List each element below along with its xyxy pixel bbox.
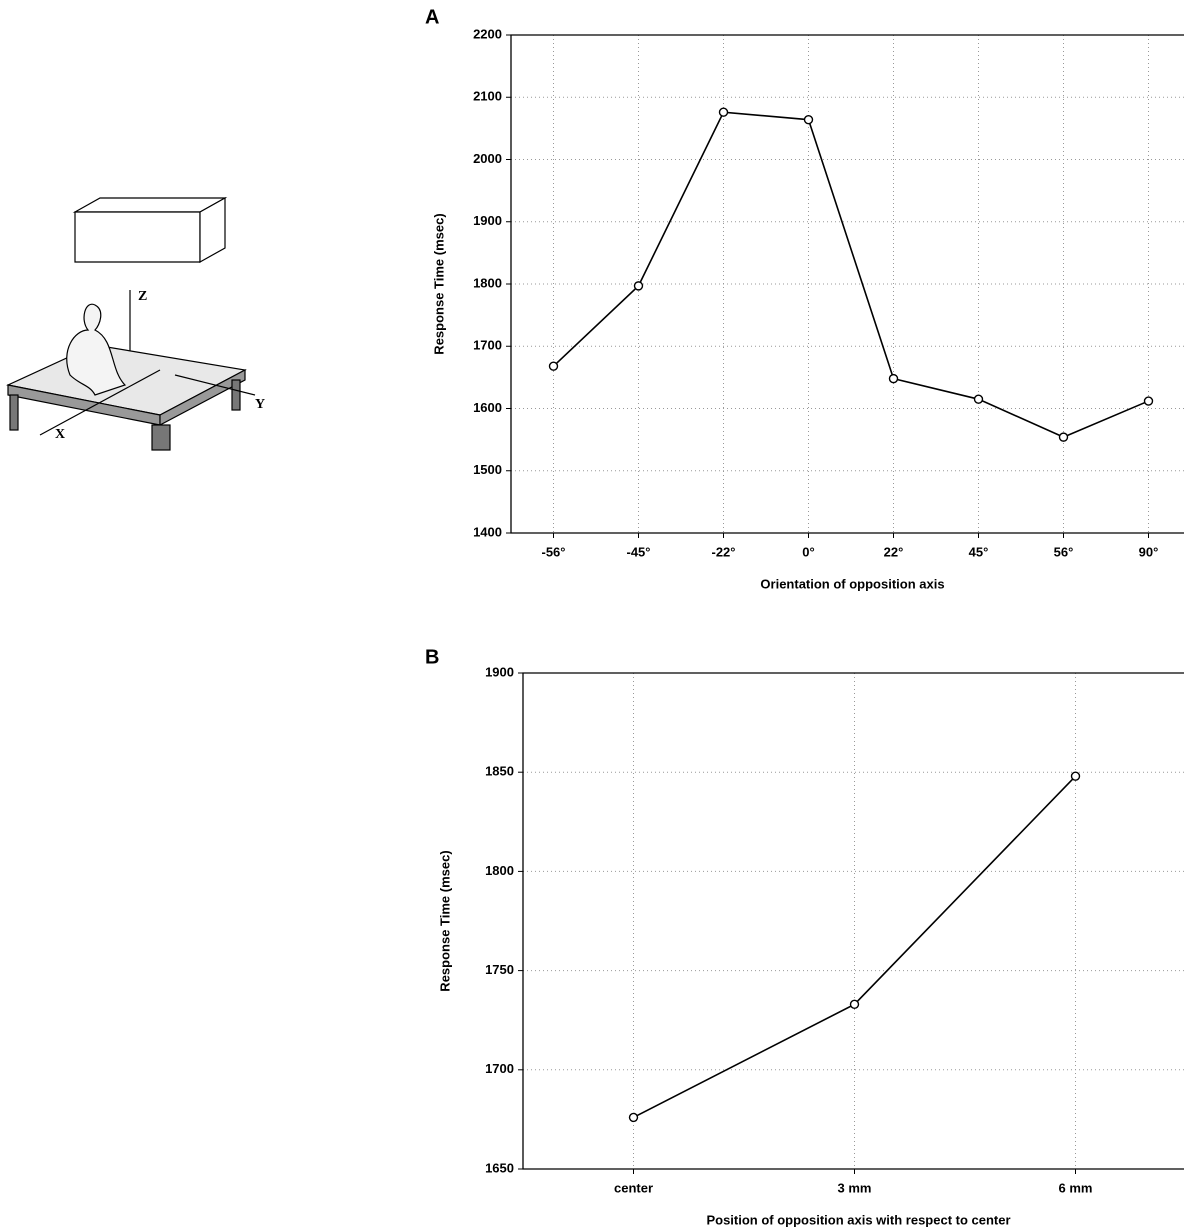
axis-label: Y <box>255 397 265 412</box>
y-tick-label: 1400 <box>473 524 502 539</box>
y-tick-label: 1700 <box>485 1061 514 1076</box>
y-axis <box>174 374 256 396</box>
x-tick-label: -56° <box>542 544 566 559</box>
panel-label: A <box>425 6 439 28</box>
x-tick-label: 6 mm <box>1059 1180 1093 1195</box>
person <box>66 303 127 396</box>
data-point <box>973 394 984 404</box>
data-point <box>718 107 729 117</box>
y-tick-label: 2100 <box>473 89 502 104</box>
axis-label: Z <box>138 289 147 304</box>
y-axis-label: Response Time (msec) <box>431 213 446 354</box>
x-tick-label: 3 mm <box>838 1180 872 1195</box>
illustration: Z Y X <box>6 196 265 451</box>
data-point <box>849 999 860 1010</box>
y-tick-label: 1700 <box>473 338 502 353</box>
data-point <box>888 373 899 384</box>
y-tick-label: 1900 <box>473 213 502 228</box>
y-tick-label: 1750 <box>485 962 514 977</box>
data-point <box>633 281 644 291</box>
x-tick-label: 0° <box>802 544 814 559</box>
device-front <box>74 211 201 263</box>
y-tick-label: 2000 <box>473 151 502 166</box>
table-leg <box>231 379 241 411</box>
y-tick-label: 1650 <box>485 1160 514 1175</box>
plot-frame <box>510 34 1184 534</box>
x-tick-label: 56° <box>1054 544 1074 559</box>
y-tick-label: 1600 <box>473 400 502 415</box>
data-line <box>633 775 1077 1119</box>
x-tick-label: 45° <box>969 544 989 559</box>
table-leg <box>151 424 171 451</box>
panel-label: B <box>425 646 439 668</box>
table-leg <box>9 394 19 431</box>
data-point <box>1058 432 1069 442</box>
data-point <box>548 361 559 371</box>
data-point <box>628 1112 639 1123</box>
plot-frame <box>522 672 1184 1170</box>
x-tick-label: -45° <box>627 544 651 559</box>
data-point <box>1070 771 1081 781</box>
y-tick-label: 1850 <box>485 764 514 779</box>
x-tick-label: 22° <box>884 544 904 559</box>
table-top <box>6 344 247 416</box>
y-tick-label: 1900 <box>485 664 514 679</box>
x-axis <box>39 369 161 436</box>
device-top <box>72 197 228 213</box>
y-tick-label: 1500 <box>473 462 502 477</box>
y-tick-label: 1800 <box>485 863 514 878</box>
x-tick-label: 90° <box>1139 544 1159 559</box>
x-axis-label: Position of opposition axis with respect… <box>706 1212 1010 1227</box>
y-tick-label: 1800 <box>473 275 502 290</box>
x-tick-label: -22° <box>712 544 736 559</box>
axis-label: X <box>55 427 65 442</box>
y-axis-label: Response Time (msec) <box>437 850 452 991</box>
x-axis-label: Orientation of opposition axis <box>760 576 944 591</box>
data-line <box>552 111 1149 439</box>
y-tick-label: 2200 <box>473 26 502 41</box>
data-point <box>803 114 814 125</box>
x-tick-label: center <box>614 1180 653 1195</box>
data-point <box>1143 396 1154 406</box>
device-side <box>199 196 226 264</box>
